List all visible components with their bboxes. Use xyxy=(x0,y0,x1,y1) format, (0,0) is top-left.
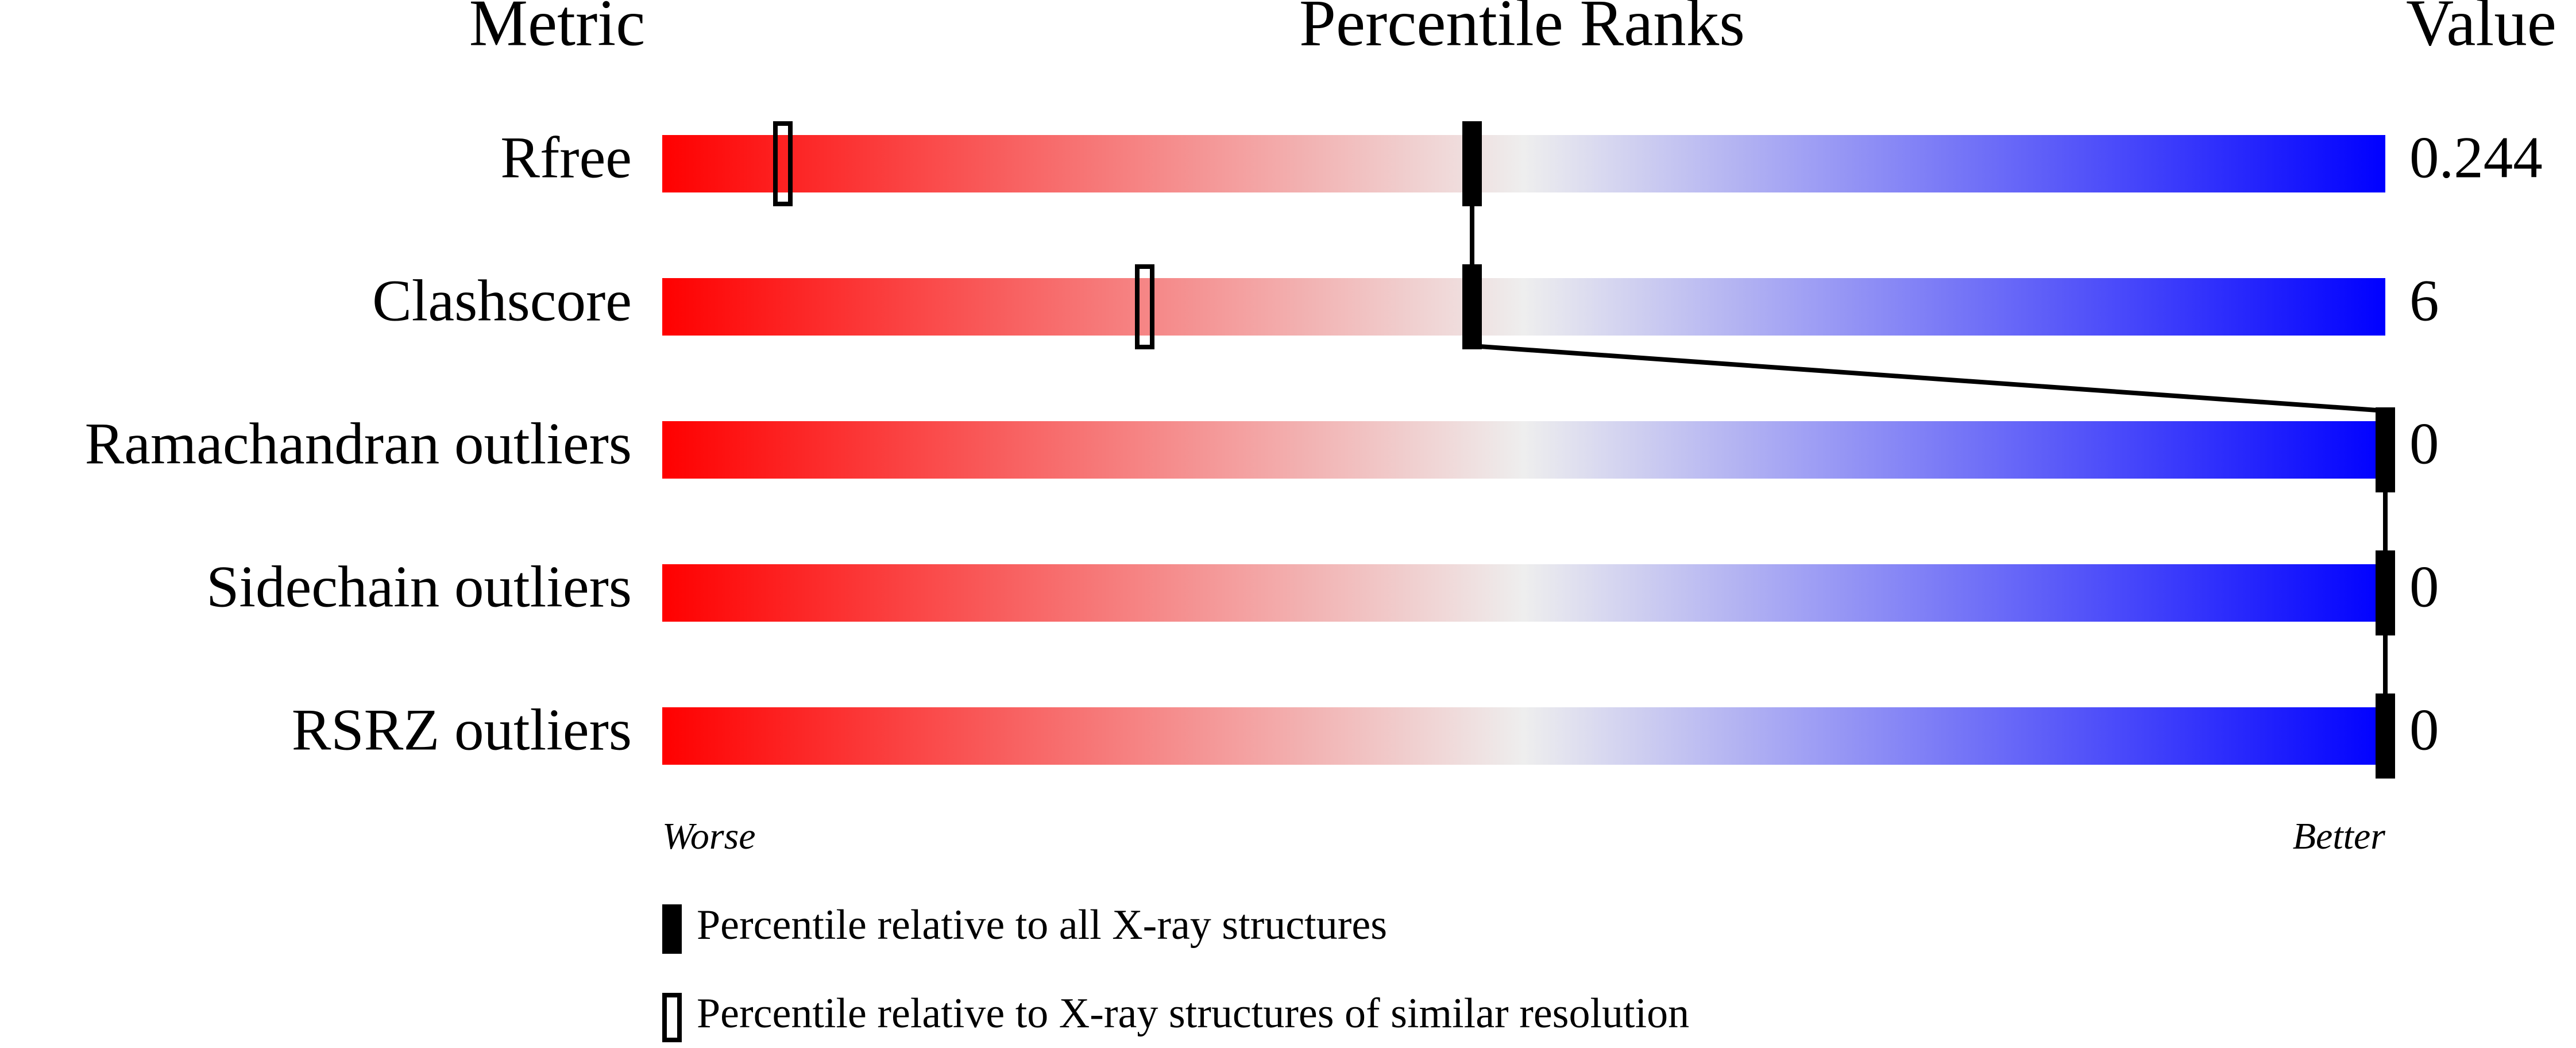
percentile-marker xyxy=(2376,550,2395,635)
legend-label: Percentile relative to all X-ray structu… xyxy=(697,901,1387,949)
worse-label: Worse xyxy=(662,815,756,857)
percentile-marker-open xyxy=(773,121,793,206)
metric-label: Clashscore xyxy=(372,268,632,334)
metric-label: Sidechain outliers xyxy=(206,554,632,620)
value-header: Value xyxy=(2406,0,2556,59)
metric-label: RSRZ outliers xyxy=(292,698,632,763)
percentile-marker xyxy=(1462,264,1482,349)
percentile-bar xyxy=(662,135,2385,192)
legend-swatch xyxy=(662,993,682,1042)
ranks-header: Percentile Ranks xyxy=(1299,0,1745,59)
percentile-marker xyxy=(2376,407,2395,492)
metric-label: Rfree xyxy=(500,125,632,191)
metric-value: 6 xyxy=(2409,268,2439,334)
percentile-bar xyxy=(662,421,2385,479)
metric-value: 0 xyxy=(2409,698,2439,763)
metric-label: Ramachandran outliers xyxy=(85,411,632,477)
connector xyxy=(1472,344,2386,413)
metric-header: Metric xyxy=(469,0,646,59)
metric-value: 0 xyxy=(2409,411,2439,477)
metric-value: 0.244 xyxy=(2409,125,2543,191)
legend-swatch xyxy=(662,904,682,954)
better-label: Better xyxy=(2293,815,2386,857)
legend-label: Percentile relative to X-ray structures … xyxy=(697,990,1689,1037)
percentile-bar xyxy=(662,564,2385,622)
percentile-marker xyxy=(2376,693,2395,779)
metric-value: 0 xyxy=(2409,554,2439,620)
percentile-bar xyxy=(662,707,2385,765)
percentile-marker xyxy=(1462,121,1482,206)
percentile-bar xyxy=(662,278,2385,336)
percentile-marker-open xyxy=(1135,264,1154,349)
